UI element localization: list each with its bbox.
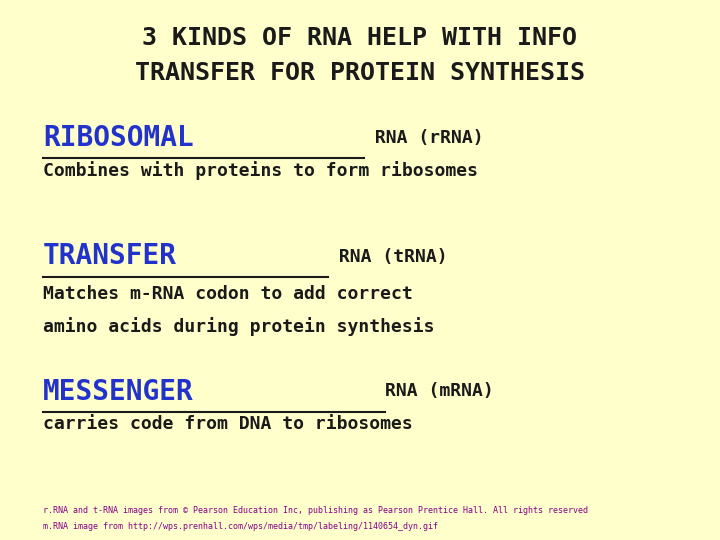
Text: TRANSFER: TRANSFER	[43, 242, 177, 271]
Text: 3 KINDS OF RNA HELP WITH INFO: 3 KINDS OF RNA HELP WITH INFO	[143, 26, 577, 50]
Text: MESSENGER: MESSENGER	[43, 377, 194, 406]
Text: RNA (mRNA): RNA (mRNA)	[385, 382, 494, 401]
Text: TRANSFER FOR PROTEIN SYNTHESIS: TRANSFER FOR PROTEIN SYNTHESIS	[135, 61, 585, 85]
Text: RIBOSOMAL: RIBOSOMAL	[43, 124, 194, 152]
Text: RNA (rRNA): RNA (rRNA)	[364, 129, 483, 147]
Text: carries code from DNA to ribosomes: carries code from DNA to ribosomes	[43, 415, 413, 433]
Text: r.RNA and t-RNA images from © Pearson Education Inc, publishing as Pearson Prent: r.RNA and t-RNA images from © Pearson Ed…	[43, 506, 588, 515]
Text: m.RNA image from http://wps.prenhall.com/wps/media/tmp/labeling/1140654_dyn.gif: m.RNA image from http://wps.prenhall.com…	[43, 522, 438, 531]
Text: amino acids during protein synthesis: amino acids during protein synthesis	[43, 317, 435, 336]
Text: RNA (tRNA): RNA (tRNA)	[328, 247, 447, 266]
Text: Combines with proteins to form ribosomes: Combines with proteins to form ribosomes	[43, 160, 478, 180]
Text: Matches m-RNA codon to add correct: Matches m-RNA codon to add correct	[43, 285, 413, 303]
